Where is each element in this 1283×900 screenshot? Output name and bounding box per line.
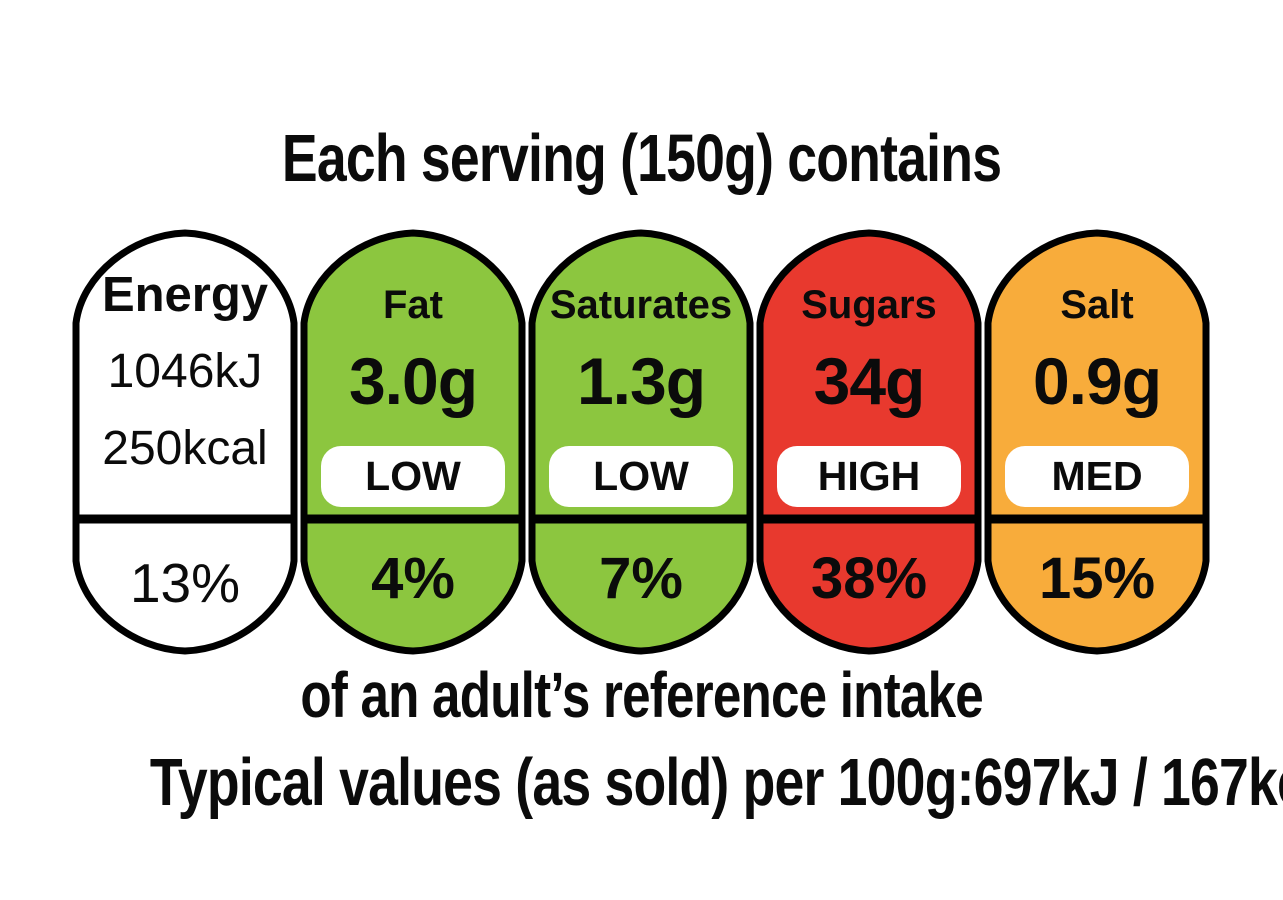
panel-saturates-percent: 7%	[599, 546, 683, 611]
panel-saturates-label: Saturates	[549, 283, 733, 327]
panel-sugars-value: 34g	[813, 344, 926, 418]
panel-fat-shape	[300, 229, 526, 655]
panel-salt-value: 0.9g	[1032, 344, 1162, 418]
panel-sugars-outline	[756, 229, 982, 655]
typical-values-note: Typical values (as sold) per 100g:697kJ …	[0, 745, 1283, 820]
panel-salt-outline	[984, 229, 1210, 655]
panel-salt-level-badge: MED	[1005, 446, 1189, 507]
panel-saturates-outline	[528, 229, 754, 655]
reference-intake-note-text: of an adult’s reference intake	[300, 659, 983, 731]
panel-sugars-percent: 38%	[810, 546, 928, 611]
panel-fat: Fat 3.0g LOW 4%	[300, 227, 526, 657]
panel-saturates: Saturates 1.3g LOW 7%	[528, 227, 754, 657]
panel-sugars-level-badge: HIGH	[777, 446, 961, 507]
reference-intake-note: of an adult’s reference intake	[0, 659, 1283, 731]
panel-fat-level-badge: LOW	[321, 446, 505, 507]
panel-energy-percent: 13%	[129, 552, 241, 614]
panel-sugars: Sugars 34g HIGH 38%	[756, 227, 982, 657]
panel-energy-outline	[72, 229, 298, 655]
typical-values-note-text: Typical values (as sold) per 100g:697kJ …	[149, 745, 1283, 820]
serving-title-text: Each serving (150g) contains	[281, 121, 1002, 196]
panel-energy: Energy 1046kJ 250kcal 13%	[72, 227, 298, 657]
serving-title: Each serving (150g) contains	[0, 121, 1283, 196]
panel-salt: Salt 0.9g MED 15%	[984, 227, 1210, 657]
panel-fat-label: Fat	[383, 283, 443, 327]
panel-salt-label: Salt	[1060, 283, 1134, 327]
panel-energy-kj-value: 1046kJ	[107, 345, 263, 398]
panel-salt-percent: 15%	[1038, 546, 1156, 611]
panel-fat-value: 3.0g	[348, 344, 478, 418]
panel-energy-label: Energy	[101, 268, 269, 322]
panel-sugars-shape	[756, 229, 982, 655]
panel-fat-outline	[300, 229, 526, 655]
panel-saturates-shape	[528, 229, 754, 655]
panel-saturates-level-badge: LOW	[549, 446, 733, 507]
panel-sugars-label: Sugars	[801, 283, 937, 327]
traffic-light-panel-row: Energy 1046kJ 250kcal 13% Fat 3.0g LOW 4…	[72, 227, 1210, 657]
panel-salt-shape	[984, 229, 1210, 655]
panel-saturates-value: 1.3g	[576, 344, 706, 418]
panel-fat-percent: 4%	[371, 546, 455, 611]
panel-energy-shape	[72, 229, 298, 655]
panel-energy-kcal-value: 250kcal	[102, 422, 268, 475]
